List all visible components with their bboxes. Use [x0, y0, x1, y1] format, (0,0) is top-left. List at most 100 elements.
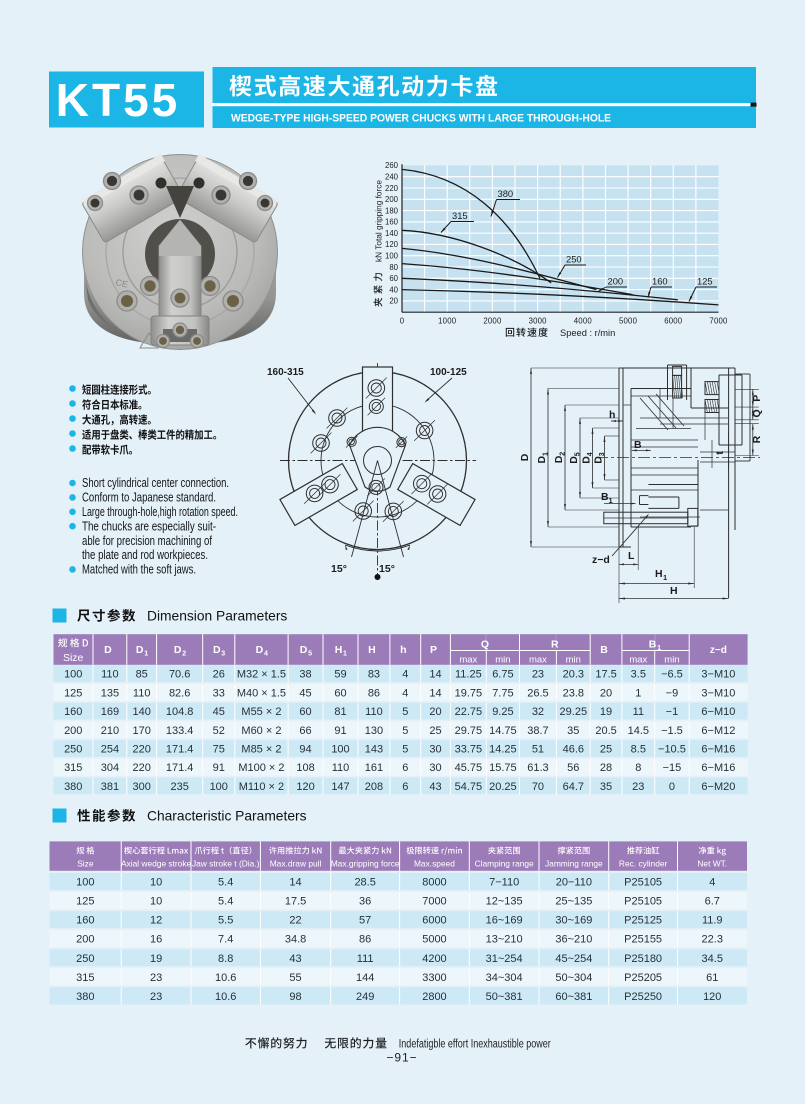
- svg-text:45: 45: [299, 687, 311, 699]
- svg-text:2: 2: [182, 651, 186, 658]
- svg-text:5: 5: [402, 744, 408, 756]
- svg-text:min: min: [566, 655, 581, 666]
- svg-text:20: 20: [600, 687, 612, 699]
- svg-text:35: 35: [600, 781, 612, 793]
- svg-text:4: 4: [402, 669, 408, 681]
- svg-text:5000: 5000: [422, 934, 446, 946]
- svg-text:8.5: 8.5: [631, 744, 646, 756]
- svg-text:15°: 15°: [379, 563, 395, 575]
- svg-text:43: 43: [429, 781, 441, 793]
- svg-text:81: 81: [334, 706, 346, 718]
- svg-text:14.75: 14.75: [489, 725, 517, 737]
- svg-text:2800: 2800: [422, 991, 446, 1003]
- svg-text:171.4: 171.4: [166, 744, 194, 756]
- svg-text:R: R: [751, 435, 763, 443]
- svg-text:380: 380: [64, 781, 82, 793]
- svg-text:able for precision machining o: able for precision machining of: [82, 534, 212, 548]
- svg-text:4: 4: [709, 877, 715, 889]
- svg-text:14: 14: [289, 877, 301, 889]
- svg-text:34~304: 34~304: [486, 972, 523, 984]
- svg-text:1: 1: [144, 651, 148, 658]
- svg-text:66: 66: [299, 725, 311, 737]
- svg-text:85: 85: [136, 669, 148, 681]
- svg-text:14.25: 14.25: [489, 744, 517, 756]
- svg-text:M110 × 2: M110 × 2: [239, 781, 284, 793]
- svg-text:D: D: [104, 644, 112, 656]
- svg-text:250: 250: [64, 744, 82, 756]
- svg-text:19: 19: [150, 953, 162, 965]
- svg-text:16: 16: [150, 934, 162, 946]
- svg-text:14: 14: [429, 669, 441, 681]
- svg-text:56: 56: [567, 762, 579, 774]
- svg-text:169: 169: [101, 706, 119, 718]
- svg-text:2000: 2000: [483, 317, 502, 326]
- svg-text:20−110: 20−110: [556, 877, 592, 889]
- svg-text:H: H: [655, 568, 663, 580]
- svg-text:H: H: [335, 644, 343, 656]
- svg-text:125: 125: [76, 896, 94, 908]
- svg-text:max: max: [529, 655, 547, 666]
- svg-text:5: 5: [308, 651, 312, 658]
- svg-text:125: 125: [697, 276, 713, 287]
- svg-text:50~381: 50~381: [486, 991, 523, 1003]
- svg-text:Speed : r/min: Speed : r/min: [560, 328, 615, 338]
- svg-text:45~254: 45~254: [555, 953, 592, 965]
- svg-text:160: 160: [652, 276, 668, 287]
- svg-text:7000: 7000: [709, 317, 728, 326]
- svg-text:75: 75: [213, 744, 225, 756]
- svg-text:20.25: 20.25: [489, 781, 517, 793]
- svg-text:26.5: 26.5: [527, 687, 548, 699]
- svg-text:P25250: P25250: [624, 991, 662, 1003]
- svg-text:0: 0: [669, 781, 675, 793]
- svg-text:P25155: P25155: [624, 934, 662, 946]
- svg-text:200: 200: [608, 276, 624, 287]
- svg-text:125: 125: [64, 687, 82, 699]
- svg-text:23: 23: [632, 781, 644, 793]
- svg-text:143: 143: [365, 744, 383, 756]
- svg-text:110: 110: [133, 687, 151, 699]
- svg-text:100: 100: [210, 781, 228, 793]
- svg-text:28.5: 28.5: [354, 877, 375, 889]
- svg-text:6−M20: 6−M20: [701, 781, 735, 793]
- svg-text:60: 60: [334, 687, 346, 699]
- svg-text:170: 170: [133, 725, 151, 737]
- svg-text:33.75: 33.75: [455, 744, 483, 756]
- svg-text:10: 10: [150, 877, 162, 889]
- svg-text:5: 5: [402, 725, 408, 737]
- svg-text:23: 23: [532, 669, 544, 681]
- svg-text:52: 52: [213, 725, 225, 737]
- svg-text:31~254: 31~254: [486, 953, 523, 965]
- svg-text:3.5: 3.5: [631, 669, 646, 681]
- svg-text:16~169: 16~169: [486, 915, 523, 927]
- svg-text:B: B: [649, 639, 657, 651]
- svg-text:17.5: 17.5: [595, 669, 616, 681]
- svg-text:254: 254: [101, 744, 119, 756]
- svg-text:Axial wedge stroke: Axial wedge stroke: [121, 859, 192, 869]
- svg-text:6−M10: 6−M10: [701, 706, 735, 718]
- svg-text:P25125: P25125: [624, 915, 662, 927]
- svg-text:6: 6: [402, 762, 408, 774]
- svg-text:Rec. cylinder: Rec. cylinder: [619, 859, 668, 869]
- svg-text:380: 380: [76, 991, 94, 1003]
- svg-text:Indefatigble effort Inexhaust: Indefatigble effort Inexhaustible power: [399, 1039, 551, 1051]
- svg-text:29.75: 29.75: [455, 725, 483, 737]
- svg-text:83: 83: [368, 669, 380, 681]
- svg-text:3000: 3000: [529, 317, 548, 326]
- svg-text:−91−: −91−: [386, 1051, 417, 1065]
- svg-text:−15: −15: [663, 762, 682, 774]
- svg-text:the plate and rod workpieces.: the plate and rod workpieces.: [82, 548, 208, 562]
- svg-text:110: 110: [101, 669, 119, 681]
- svg-text:57: 57: [359, 915, 371, 927]
- svg-text:23: 23: [150, 972, 162, 984]
- svg-text:5.4: 5.4: [218, 877, 233, 889]
- svg-text:250: 250: [76, 953, 94, 965]
- svg-text:315: 315: [76, 972, 94, 984]
- svg-text:Size: Size: [63, 652, 84, 664]
- svg-text:WEDGE-TYPE HIGH-SPEED POWER: WEDGE-TYPE HIGH-SPEED POWER CHUCKS WITH …: [231, 113, 611, 125]
- svg-text:1: 1: [609, 496, 613, 505]
- svg-text:60: 60: [389, 274, 398, 283]
- svg-text:250: 250: [566, 254, 582, 265]
- svg-text:36: 36: [359, 896, 371, 908]
- svg-text:70: 70: [532, 781, 544, 793]
- svg-text:D: D: [213, 644, 221, 656]
